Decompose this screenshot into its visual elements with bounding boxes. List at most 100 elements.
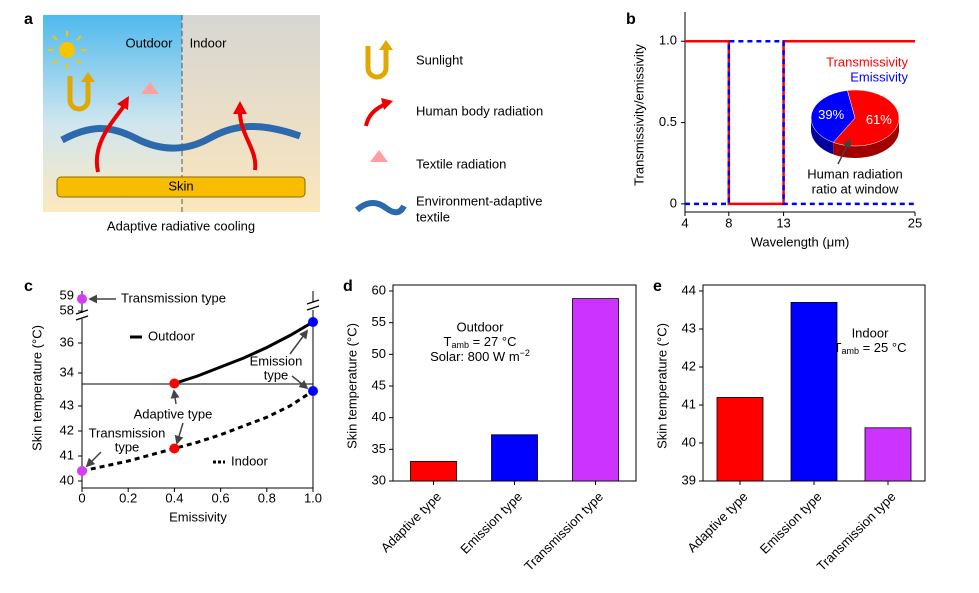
y-tick-label: 0.5 [659, 114, 677, 129]
x-tick-label: 0.8 [258, 490, 276, 505]
x-tick-label: 0.2 [119, 490, 137, 505]
annotation: Tamb = 27 °C [444, 334, 517, 350]
point [308, 317, 318, 327]
legend-icon [370, 150, 388, 162]
annotation-part: = 27 °C [469, 334, 516, 349]
y-tick-label: 43 [60, 397, 74, 412]
x-tick-label: Emission type [757, 489, 825, 557]
x-tick-label: Adaptive type [684, 489, 750, 555]
annotation: Tamb = 25 °C [834, 340, 907, 356]
annotation-arrow [174, 422, 184, 445]
annotation-arrow [289, 329, 309, 355]
indoor-label: Indoor [190, 35, 228, 50]
sunlight-head [81, 72, 95, 82]
panel-label: d [343, 278, 353, 295]
annotation: Indoor [852, 325, 890, 340]
y-axis-label: Skin temperature (°C) [29, 325, 44, 451]
x-tick-label: Emission type [457, 489, 525, 557]
annotation-part: −2 [520, 348, 530, 358]
bar [572, 298, 619, 482]
annotation: Adaptive type [134, 406, 213, 421]
body-arrow [238, 111, 258, 171]
x-tick-label: 4 [681, 215, 688, 230]
annotation: type [115, 439, 140, 454]
legend-icon [379, 40, 393, 50]
panel-label: a [24, 11, 33, 28]
legend-text: textile [416, 209, 450, 224]
annotation: Outdoor [457, 319, 505, 334]
point [308, 386, 318, 396]
textile-wave [60, 123, 302, 152]
y-tick-label: 59 [60, 287, 74, 302]
y-tick-label: 44 [682, 282, 696, 297]
series-line [81, 389, 314, 473]
bar [864, 427, 912, 482]
pie-side [811, 118, 834, 155]
legend-text: Outdoor [148, 328, 196, 343]
point [169, 378, 180, 389]
x-axis-label: Wavelength (μm) [751, 234, 850, 249]
pie-slice [832, 89, 900, 147]
y-tick-label: 39 [682, 472, 696, 487]
bar [716, 396, 764, 482]
y-tick-label: 0 [670, 195, 677, 210]
legend-text: Indoor [231, 453, 269, 468]
annotation: Transmission [89, 425, 166, 440]
x-axis-label: Emissivity [169, 509, 227, 524]
y-tick-label: 34 [60, 364, 74, 379]
y-tick-label: 60 [372, 282, 386, 297]
y-axis-label: Skin temperature (°C) [344, 323, 359, 449]
annotation-part: Solar: 800 W m [430, 349, 520, 364]
point [77, 466, 87, 476]
x-tick-label: 0.4 [165, 490, 183, 505]
annotation-part: T [834, 340, 842, 355]
legend-icon [381, 98, 393, 110]
sun [48, 31, 86, 69]
x-tick-label: 0 [78, 490, 85, 505]
annotation: Human radiation [807, 166, 902, 181]
series-line [173, 320, 314, 385]
series-line [685, 40, 915, 206]
y-tick-label: 58 [60, 302, 74, 317]
pie-label: 61% [866, 112, 892, 127]
caption: Adaptive radiative cooling [107, 218, 255, 233]
y-tick-label: 42 [60, 422, 74, 437]
annotation-part: T [444, 334, 452, 349]
y-tick-label: 55 [372, 314, 386, 329]
legend-text: Emissivity [850, 69, 908, 84]
y-tick-label: 40 [682, 434, 696, 449]
point [169, 443, 180, 454]
x-tick-label: 13 [776, 215, 790, 230]
point [77, 294, 87, 304]
y-tick-label: 40 [372, 409, 386, 424]
annotation-arrow [837, 138, 851, 165]
x-tick-label: Transmission type [521, 489, 606, 574]
annotation: Transmission type [121, 290, 226, 305]
y-tick-label: 41 [682, 396, 696, 411]
bar [790, 301, 838, 482]
y-tick-label: 43 [682, 320, 696, 335]
panel-label: c [24, 278, 33, 295]
y-tick-label: 42 [682, 358, 696, 373]
skin [56, 176, 306, 198]
legend-icon [354, 200, 407, 216]
panel-a: a Outdoor Indoor Skin Adaptive radiative… [24, 11, 543, 233]
x-tick-label: 8 [725, 215, 732, 230]
y-tick-label: 1.0 [659, 33, 677, 48]
x-tick-label: Adaptive type [378, 489, 444, 555]
x-tick-label: 1.0 [304, 490, 322, 505]
series-line [685, 40, 915, 206]
y-tick-label: 40 [60, 472, 74, 487]
y-axis-label: Transmissivity/emissivity [631, 44, 646, 186]
bar [410, 460, 457, 482]
x-tick-label: 25 [908, 215, 922, 230]
y-tick-label: 50 [372, 346, 386, 361]
panel-label: b [626, 11, 636, 28]
pie-label: 39% [818, 107, 844, 122]
y-tick-label: 41 [60, 447, 74, 462]
y-tick-label: 35 [372, 441, 386, 456]
x-tick-label: Transmission type [814, 489, 899, 574]
annotation-part: = 25 °C [859, 340, 906, 355]
y-tick-label: 30 [372, 472, 386, 487]
